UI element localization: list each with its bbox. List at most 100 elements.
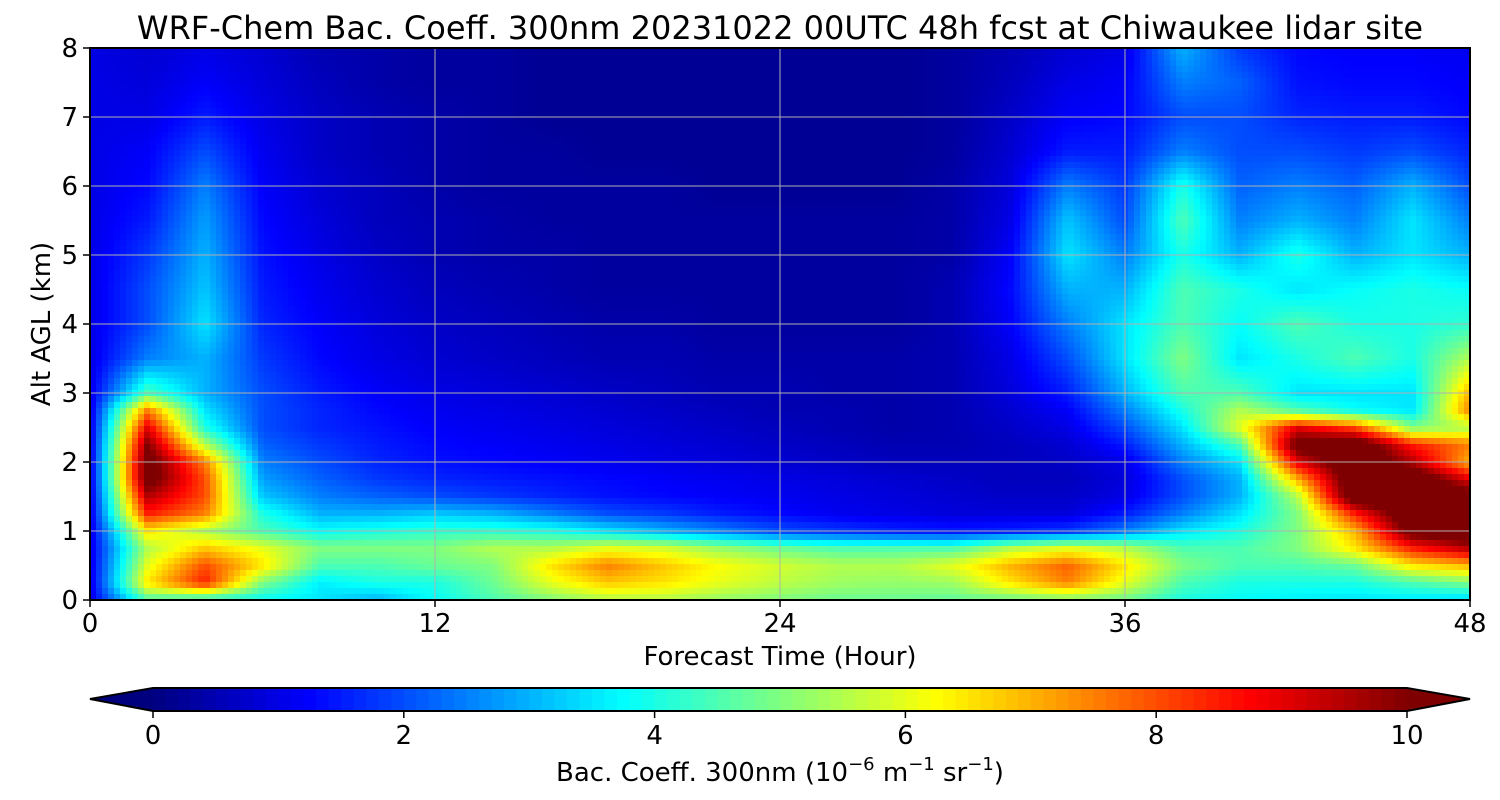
heatmap-cell [648, 84, 655, 91]
heatmap-cell [1242, 132, 1249, 139]
heatmap-cell [840, 84, 847, 91]
heatmap-cell [234, 72, 241, 79]
heatmap-cell [744, 90, 751, 97]
heatmap-cell [1248, 102, 1255, 109]
heatmap-cell [594, 120, 601, 127]
heatmap-cell [312, 162, 319, 169]
heatmap-cell [186, 84, 193, 91]
heatmap-cell [1002, 156, 1009, 163]
heatmap-cell [906, 126, 913, 133]
heatmap-cell [1194, 132, 1201, 139]
heatmap-cell [960, 108, 967, 115]
heatmap-cell [192, 60, 199, 67]
heatmap-cell [288, 108, 295, 115]
heatmap-cell [90, 144, 97, 151]
heatmap-cell [1464, 150, 1470, 157]
heatmap-cell [210, 156, 217, 163]
heatmap-cell [294, 144, 301, 151]
heatmap-cell [642, 96, 649, 103]
heatmap-cell [1308, 84, 1315, 91]
heatmap-cell [840, 138, 847, 145]
heatmap-cell [648, 66, 655, 73]
heatmap-cell [1092, 162, 1099, 169]
heatmap-cell [1392, 96, 1399, 103]
heatmap-cell [1326, 72, 1333, 79]
heatmap-cell [138, 168, 145, 175]
heatmap-cell [516, 138, 523, 145]
heatmap-cell [1272, 144, 1279, 151]
heatmap-cell [1092, 108, 1099, 115]
heatmap-cell [1146, 108, 1153, 115]
heatmap-cell [834, 66, 841, 73]
heatmap-cell [1128, 132, 1135, 139]
heatmap-cell [1170, 72, 1177, 79]
heatmap-cell [696, 54, 703, 61]
heatmap-cell [612, 90, 619, 97]
heatmap-cell [1380, 48, 1387, 55]
heatmap-cell [1098, 168, 1105, 175]
heatmap-cell [588, 90, 595, 97]
heatmap-cell [144, 108, 151, 115]
heatmap-cell [1278, 60, 1285, 67]
heatmap-cell [1152, 60, 1159, 67]
heatmap-cell [408, 132, 415, 139]
heatmap-cell [876, 96, 883, 103]
heatmap-cell [498, 150, 505, 157]
heatmap-cell [1458, 162, 1465, 169]
heatmap-cell [924, 60, 931, 67]
heatmap-cell [642, 78, 649, 85]
heatmap-cell [606, 66, 613, 73]
heatmap-cell [552, 60, 559, 67]
heatmap-cell [690, 150, 697, 157]
heatmap-cell [1332, 144, 1339, 151]
heatmap-cell [852, 102, 859, 109]
heatmap-cell [282, 132, 289, 139]
heatmap-cell [684, 108, 691, 115]
heatmap-cell [960, 150, 967, 157]
heatmap-cell [216, 162, 223, 169]
heatmap-cell [1110, 126, 1117, 133]
heatmap-cell [492, 168, 499, 175]
heatmap-cell [708, 168, 715, 175]
heatmap-cell [726, 78, 733, 85]
heatmap-cell [1044, 150, 1051, 157]
heatmap-cell [120, 84, 127, 91]
heatmap-cell [462, 150, 469, 157]
heatmap-cell [666, 120, 673, 127]
heatmap-cell [978, 78, 985, 85]
heatmap-cell [720, 168, 727, 175]
heatmap-cell [198, 156, 205, 163]
heatmap-cell [1464, 156, 1470, 163]
heatmap-cell [612, 72, 619, 79]
heatmap-cell [966, 126, 973, 133]
heatmap-cell [882, 174, 889, 181]
heatmap-cell [816, 90, 823, 97]
heatmap-cell [594, 138, 601, 145]
heatmap-cell [1158, 60, 1165, 67]
heatmap-cell [1194, 126, 1201, 133]
heatmap-cell [684, 96, 691, 103]
heatmap-cell [90, 132, 97, 139]
heatmap-cell [888, 144, 895, 151]
heatmap-cell [1308, 48, 1315, 55]
heatmap-cell [126, 174, 133, 181]
heatmap-cell [1068, 126, 1075, 133]
heatmap-cell [768, 120, 775, 127]
heatmap-cell [948, 138, 955, 145]
heatmap-cell [1002, 138, 1009, 145]
heatmap-cell [756, 102, 763, 109]
heatmap-cell [1086, 168, 1093, 175]
heatmap-cell [1392, 168, 1399, 175]
heatmap-cell [1266, 60, 1273, 67]
heatmap-cell [240, 108, 247, 115]
heatmap-cell [1410, 156, 1417, 163]
heatmap-cell [822, 78, 829, 85]
heatmap-cell [1068, 120, 1075, 127]
heatmap-cell [1386, 72, 1393, 79]
heatmap-cell [528, 144, 535, 151]
heatmap-cell [966, 168, 973, 175]
heatmap-cell [258, 90, 265, 97]
heatmap-cell [738, 174, 745, 181]
heatmap-cell [210, 108, 217, 115]
heatmap-cell [1152, 84, 1159, 91]
